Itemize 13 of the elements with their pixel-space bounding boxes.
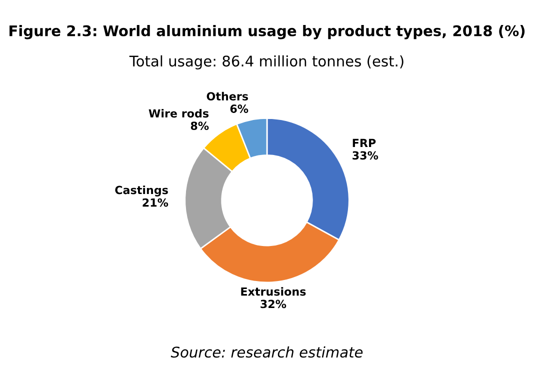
data-label: 6%	[230, 104, 248, 113]
slice-label: Castings	[115, 186, 168, 196]
data-label: 21%	[142, 198, 168, 207]
source-note: Source: research estimate	[170, 346, 363, 358]
slice-label: Others	[206, 92, 248, 101]
data-label: 33%	[352, 151, 378, 160]
slice-label: Wire rods	[148, 108, 209, 118]
data-label: 8%	[190, 122, 209, 130]
data-label: 32%	[260, 300, 286, 308]
slice-label: Extrusions	[241, 287, 306, 296]
chart-title: Figure 2.3: World aluminium usage by product types, 2018 (%)	[10, 25, 525, 40]
slice-label: FRP	[352, 138, 376, 147]
chart-subtitle: Total usage: 86.4 million tonnes (est.)	[129, 55, 404, 70]
